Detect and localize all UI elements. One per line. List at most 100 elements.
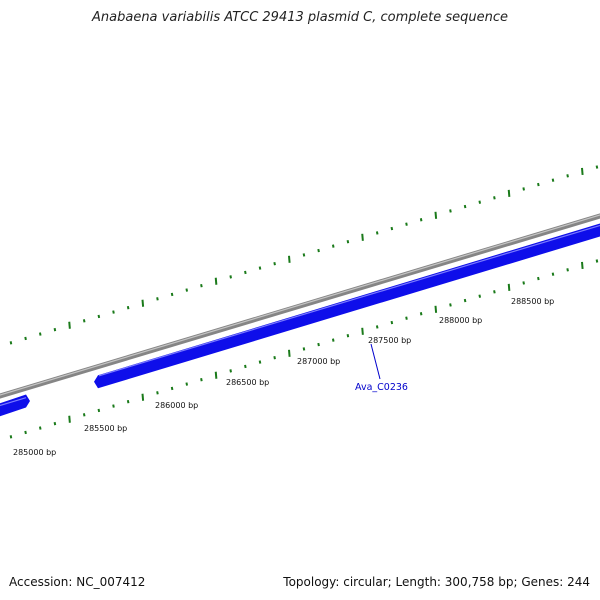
inner-ring-minor-tick bbox=[53, 421, 57, 426]
scale-label: 285500 bp bbox=[84, 424, 127, 433]
outer-ring-minor-tick bbox=[551, 178, 555, 182]
inner-ring-major-tick bbox=[361, 327, 364, 335]
outer-ring-minor-tick bbox=[493, 196, 496, 200]
outer-tick-ring bbox=[9, 165, 599, 345]
outer-ring-major-tick bbox=[507, 189, 511, 197]
inner-ring-minor-tick bbox=[112, 404, 115, 408]
inner-ring-minor-tick bbox=[331, 338, 335, 342]
gene-label: Ava_C0236 bbox=[355, 382, 408, 393]
outer-ring-major-tick bbox=[214, 277, 218, 285]
outer-ring-major-tick bbox=[361, 233, 364, 241]
outer-ring-minor-tick bbox=[200, 283, 203, 288]
inner-ring-minor-tick bbox=[185, 382, 189, 386]
inner-ring-minor-tick bbox=[566, 268, 569, 272]
outer-ring-minor-tick bbox=[170, 292, 174, 297]
inner-ring-minor-tick bbox=[463, 298, 467, 303]
gene-block bbox=[0, 394, 30, 417]
outer-ring-minor-tick bbox=[331, 244, 335, 248]
inner-ring-minor-tick bbox=[317, 342, 320, 347]
inner-ring-minor-tick bbox=[537, 276, 540, 281]
inner-ring-minor-tick bbox=[9, 435, 13, 439]
outer-ring-minor-tick bbox=[244, 270, 247, 275]
outer-ring-minor-tick bbox=[346, 240, 350, 244]
outer-ring-minor-tick bbox=[24, 336, 27, 341]
inner-ring-minor-tick bbox=[244, 364, 247, 369]
outer-ring-minor-tick bbox=[126, 305, 130, 310]
inner-ring-minor-tick bbox=[24, 430, 27, 435]
inner-ring-minor-tick bbox=[551, 272, 555, 276]
outer-ring-minor-tick bbox=[156, 297, 159, 301]
inner-tick-ring bbox=[9, 259, 599, 439]
gene-highlight bbox=[0, 397, 27, 407]
inner-ring-minor-tick bbox=[97, 408, 101, 413]
outer-ring-minor-tick bbox=[390, 226, 394, 231]
outer-ring-minor-tick bbox=[566, 174, 569, 178]
inner-ring-minor-tick bbox=[493, 290, 496, 294]
inner-ring-minor-tick bbox=[38, 426, 42, 430]
inner-ring-minor-tick bbox=[229, 369, 232, 373]
inner-ring-major-tick bbox=[507, 283, 511, 291]
inner-ring-minor-tick bbox=[156, 391, 159, 395]
outer-ring-minor-tick bbox=[595, 165, 599, 169]
inner-ring-major-tick bbox=[581, 261, 584, 269]
outer-ring-minor-tick bbox=[38, 332, 42, 336]
gene-label-group: Ava_C0236 bbox=[355, 343, 408, 393]
outer-ring-minor-tick bbox=[112, 310, 115, 314]
outer-ring-minor-tick bbox=[302, 253, 306, 257]
inner-ring-minor-tick bbox=[419, 312, 423, 316]
outer-ring-minor-tick bbox=[405, 222, 408, 226]
inner-ring-minor-tick bbox=[595, 259, 599, 263]
backbone-line bbox=[0, 213, 600, 399]
inner-ring-minor-tick bbox=[126, 399, 130, 404]
scale-label: 287500 bp bbox=[368, 336, 411, 345]
inner-ring-minor-tick bbox=[200, 377, 203, 382]
outer-ring-minor-tick bbox=[53, 327, 57, 332]
gene-highlight bbox=[98, 224, 600, 377]
scale-label: 286000 bp bbox=[155, 401, 198, 410]
inner-ring-minor-tick bbox=[346, 334, 350, 338]
inner-ring-minor-tick bbox=[405, 316, 408, 320]
inner-ring-major-tick bbox=[214, 371, 218, 379]
outer-ring-minor-tick bbox=[537, 182, 540, 187]
scale-label: 288000 bp bbox=[439, 316, 482, 325]
inner-ring-major-tick bbox=[68, 415, 71, 423]
outer-ring-minor-tick bbox=[97, 314, 101, 319]
inner-ring-minor-tick bbox=[449, 303, 452, 307]
outer-ring-major-tick bbox=[141, 299, 145, 307]
inner-ring-minor-tick bbox=[258, 360, 262, 364]
inner-ring-major-tick bbox=[141, 393, 145, 401]
outer-ring-minor-tick bbox=[522, 187, 525, 191]
inner-ring-minor-tick bbox=[302, 347, 306, 351]
map-title: Anabaena variabilis ATCC 29413 plasmid C… bbox=[92, 10, 508, 25]
inner-ring-minor-tick bbox=[170, 386, 174, 391]
outer-ring-minor-tick bbox=[82, 319, 86, 323]
outer-ring-major-tick bbox=[434, 211, 438, 219]
inner-ring-minor-tick bbox=[522, 281, 525, 285]
plasmid-backbone bbox=[0, 213, 600, 399]
outer-ring-minor-tick bbox=[449, 209, 452, 213]
inner-ring-minor-tick bbox=[375, 325, 379, 329]
outer-ring-major-tick bbox=[581, 167, 584, 175]
gene-ava-c0236 bbox=[94, 223, 600, 389]
outer-ring-minor-tick bbox=[463, 204, 467, 209]
outer-ring-minor-tick bbox=[258, 266, 262, 270]
scale-label: 287000 bp bbox=[297, 357, 340, 366]
scale-label: 288500 bp bbox=[511, 297, 554, 306]
backbone-highlight bbox=[0, 214, 600, 396]
inner-ring-minor-tick bbox=[478, 294, 482, 298]
inner-ring-minor-tick bbox=[82, 413, 86, 417]
outer-ring-minor-tick bbox=[273, 261, 276, 266]
genome-stats-text: Topology: circular; Length: 300,758 bp; … bbox=[283, 575, 590, 589]
scale-label: 285000 bp bbox=[13, 448, 56, 457]
outer-ring-minor-tick bbox=[9, 341, 13, 345]
gene-track bbox=[0, 223, 600, 417]
scale-label-group: 285000 bp 285500 bp 286000 bp 286500 bp 2870… bbox=[13, 297, 554, 457]
scale-label: 286500 bp bbox=[226, 378, 269, 387]
outer-ring-minor-tick bbox=[229, 275, 232, 279]
outer-ring-minor-tick bbox=[185, 288, 189, 292]
inner-ring-minor-tick bbox=[273, 355, 276, 360]
outer-ring-major-tick bbox=[288, 255, 291, 263]
inner-ring-minor-tick bbox=[390, 320, 394, 325]
outer-ring-major-tick bbox=[68, 321, 71, 329]
